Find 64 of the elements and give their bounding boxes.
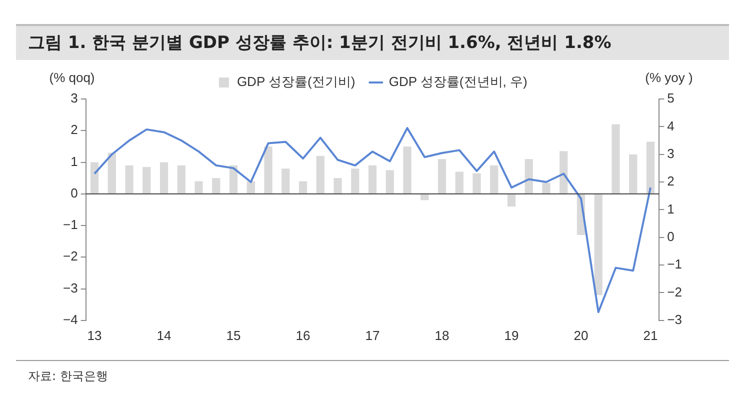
bar	[160, 162, 168, 194]
y2-tick-label: 4	[667, 118, 674, 134]
x-tick-label: 17	[365, 328, 380, 343]
bar	[108, 152, 116, 194]
y-tick-label: −1	[62, 217, 78, 232]
bar	[142, 167, 151, 194]
y2-tick-label: −2	[667, 284, 682, 300]
x-tick-label: 18	[434, 328, 450, 343]
y-tick-label: −4	[62, 312, 78, 327]
y2-tick-label: −3	[667, 312, 682, 327]
bar	[334, 178, 342, 194]
y2-tick-label: 2	[667, 174, 674, 189]
x-tick-label: 13	[87, 328, 102, 343]
y2-axis-title: (% yoy )	[645, 70, 693, 86]
bar	[125, 165, 134, 194]
y2-tick-label: 1	[667, 201, 674, 216]
bar	[90, 162, 99, 194]
bar	[542, 182, 550, 194]
bar	[472, 173, 481, 194]
bar	[194, 181, 203, 194]
bar	[229, 165, 238, 194]
bar	[368, 165, 377, 194]
legend-label: GDP 성장률(전년비, 우)	[388, 74, 528, 90]
y-tick-label: 1	[70, 154, 78, 169]
y-tick-label: −2	[62, 248, 78, 264]
bar	[490, 165, 498, 194]
bar	[316, 156, 324, 194]
bar	[246, 181, 255, 194]
x-tick-label: 16	[296, 328, 310, 343]
x-tick-label: 19	[504, 328, 519, 343]
x-tick-label: 14	[156, 328, 172, 343]
bar	[455, 172, 464, 194]
legend-label: GDP 성장률(전기비)	[236, 74, 356, 90]
bar	[351, 168, 360, 194]
bar	[420, 194, 429, 200]
bar	[438, 159, 446, 194]
x-tick-label: 15	[226, 328, 241, 343]
y2-tick-label: 0	[667, 228, 674, 244]
y-tick-label: 2	[70, 122, 78, 138]
x-tick-label: 20	[574, 328, 588, 343]
text: 자료: 한국은행	[28, 368, 108, 385]
bar	[612, 124, 620, 194]
y-tick-label: 0	[70, 185, 78, 200]
bar	[594, 194, 602, 296]
bar	[282, 168, 290, 194]
bar	[386, 170, 394, 194]
bar	[177, 165, 186, 194]
bar	[507, 194, 516, 207]
bar	[524, 159, 533, 194]
bar	[629, 154, 638, 194]
bar	[298, 181, 308, 194]
y2-tick-label: 5	[667, 90, 674, 106]
bar	[560, 151, 568, 194]
x-tick-label: 21	[643, 328, 658, 343]
bar	[212, 178, 220, 194]
y2-tick-label: −1	[667, 256, 682, 272]
chart-title: 그림 1. 한국 분기별 GDP 성장률 추이: 1분기 전기비 1.6%, 전년비 1.8%	[16, 24, 729, 60]
bar	[646, 142, 655, 194]
y-tick-label: 3	[70, 90, 78, 106]
y-tick-label: −3	[62, 280, 78, 296]
y2-tick-label: 3	[667, 146, 674, 161]
bar	[403, 146, 412, 194]
y-axis-title: (% qoq)	[49, 70, 95, 86]
bar	[264, 146, 272, 194]
